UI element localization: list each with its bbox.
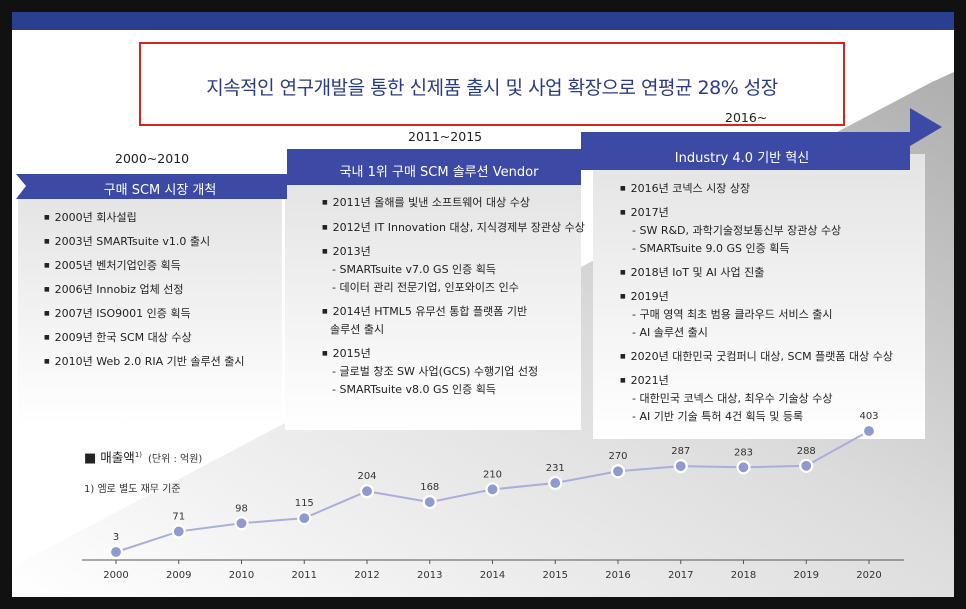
sales-unit: (단위 : 억원) <box>148 454 203 465</box>
list-subitem: - 구매 영역 최초 범용 클라우드 서비스 출시 <box>632 308 833 321</box>
data-label: 283 <box>734 447 753 458</box>
phase-title: Industry 4.0 기반 혁신 <box>674 151 810 166</box>
list-item: 2000년 회사설립 <box>44 212 137 223</box>
x-tick-label: 2016 <box>605 570 630 581</box>
data-point <box>799 458 814 473</box>
list-subitem: - 데이터 관리 전문기업, 인포와이즈 인수 <box>332 281 519 294</box>
data-label: 115 <box>295 498 314 509</box>
top-bar <box>12 12 954 30</box>
list-subitem: - SMARTsuite v8.0 GS 인증 획득 <box>332 383 497 396</box>
list-item: 2012년 IT Innovation 대상, 지식경제부 장관상 수상 <box>322 222 585 233</box>
list-item: 2014년 HTML5 유무선 통합 플랫폼 기반 <box>322 306 527 317</box>
data-label: 287 <box>671 446 690 457</box>
list-subitem: - 글로벌 창조 SW 사업(GCS) 수행기업 선정 <box>332 365 539 378</box>
list-subitem: - SW R&D, 과학기술정보통신부 장관상 수상 <box>632 224 842 237</box>
data-label: 270 <box>608 451 627 462</box>
sales-footnote: 1) 엠로 별도 재무 기준 <box>84 484 181 495</box>
data-point <box>171 524 186 539</box>
list-item-continuation: 솔루션 출시 <box>330 323 385 336</box>
data-point <box>610 464 626 479</box>
x-tick-label: 2010 <box>229 570 254 581</box>
headline: 지속적인 연구개발을 통한 신제품 출시 및 사업 확장으로 연평균 28% 성… <box>206 77 778 99</box>
x-tick-label: 2017 <box>668 570 693 581</box>
x-tick-label: 2013 <box>417 570 442 581</box>
list-item: 2003년 SMARTsuite v1.0 출시 <box>44 236 210 247</box>
x-tick-label: 2011 <box>292 570 317 581</box>
x-tick-label: 2018 <box>731 570 756 581</box>
data-label: 204 <box>357 471 376 482</box>
list-item: 2015년 <box>322 348 371 359</box>
period-label: 2016~ <box>725 110 768 125</box>
list-item: 2007년 ISO9001 인증 획득 <box>44 308 191 319</box>
period-label: 2011~2015 <box>408 129 483 144</box>
x-tick-label: 2000 <box>103 570 128 581</box>
data-label: 3 <box>113 532 119 543</box>
data-point <box>422 494 437 510</box>
list-subitem: - AI 기반 기술 특허 4건 획득 및 등록 <box>632 410 804 423</box>
headline-box: 지속적인 연구개발을 통한 신제품 출시 및 사업 확장으로 연평균 28% 성… <box>139 42 845 126</box>
square-bullet-icon: ■ <box>84 451 97 466</box>
data-point <box>234 516 249 531</box>
data-point <box>861 423 877 439</box>
list-subitem: - SMARTsuite 9.0 GS 인증 획득 <box>632 242 790 255</box>
footnote-marker: 1) <box>134 450 142 459</box>
data-point <box>297 511 312 526</box>
step-banner-1 <box>16 174 287 199</box>
list-item: 2006년 Innobiz 업체 선정 <box>44 284 184 295</box>
phase-title: 구매 SCM 시장 개척 <box>103 183 217 198</box>
data-label: 403 <box>859 411 878 422</box>
period-label: 2000~2010 <box>115 151 190 166</box>
list-item: 2020년 대한민국 굿컴퍼니 대상, SCM 플랫폼 대상 수상 <box>620 351 893 362</box>
list-item: 2011년 올해를 빛낸 소프트웨어 대상 수상 <box>322 197 530 208</box>
list-item: 2019년 <box>620 291 669 302</box>
list-item: 2013년 <box>322 246 371 257</box>
sales-title: ■ 매출액1) (단위 : 억원) <box>84 447 202 466</box>
step-banner-3 <box>581 108 942 170</box>
data-point <box>548 475 563 491</box>
list-item: 2017년 <box>620 207 669 218</box>
data-point <box>359 484 375 499</box>
x-tick-label: 2009 <box>166 570 191 581</box>
list-item: 2010년 Web 2.0 RIA 기반 솔루션 출시 <box>44 356 245 367</box>
sales-line-chart: 3 71 98 115 204 168 210 231 270 287 283 288 403 2000 2… <box>82 411 904 581</box>
sales-title-text: 매출액 <box>100 450 135 465</box>
list-item: 2016년 코넥스 시장 상장 <box>620 183 750 194</box>
data-label: 98 <box>235 503 248 514</box>
list-subitem: - AI 솔루션 출시 <box>632 326 708 339</box>
x-tick-label: 2014 <box>480 570 505 581</box>
x-tick-label: 2015 <box>543 570 568 581</box>
list-item: 2021년 <box>620 375 669 386</box>
phase-title: 국내 1위 구매 SCM 솔루션 Vendor <box>339 165 539 180</box>
x-tick-label: 2012 <box>354 570 379 581</box>
x-tick-label: 2019 <box>794 570 819 581</box>
list-item: 2018년 IoT 및 AI 사업 진출 <box>620 267 765 278</box>
list-subitem: - SMARTsuite v7.0 GS 인증 획득 <box>332 263 497 276</box>
data-point <box>736 460 751 475</box>
data-label: 71 <box>172 511 185 522</box>
data-point <box>108 544 124 560</box>
data-label: 168 <box>420 482 439 493</box>
data-label: 231 <box>546 463 565 474</box>
data-label: 288 <box>797 446 816 457</box>
data-point <box>673 458 688 474</box>
data-point <box>485 482 500 497</box>
step-banner-2 <box>287 149 581 185</box>
slide: 지속적인 연구개발을 통한 신제품 출시 및 사업 확장으로 연평균 28% 성… <box>12 12 954 597</box>
data-label: 210 <box>483 469 502 480</box>
x-tick-label: 2020 <box>856 570 881 581</box>
list-item: 2005년 벤처기업인증 획득 <box>44 260 181 271</box>
list-item: 2009년 한국 SCM 대상 수상 <box>44 332 192 343</box>
background-graphics <box>12 72 954 597</box>
list-subitem: - 대한민국 코넥스 대상, 최우수 기술상 수상 <box>632 392 833 405</box>
